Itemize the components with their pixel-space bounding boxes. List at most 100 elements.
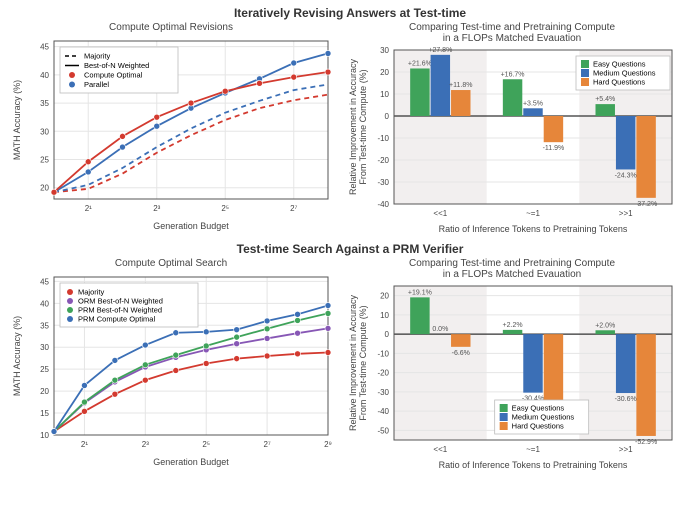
svg-text:45: 45 (40, 43, 49, 52)
svg-text:+19.1%: +19.1% (408, 289, 432, 296)
svg-text:-10: -10 (377, 134, 389, 143)
svg-text:20: 20 (380, 292, 389, 301)
svg-text:10: 10 (380, 90, 389, 99)
svg-text:0: 0 (385, 112, 390, 121)
svg-text:40: 40 (40, 299, 49, 308)
svg-text:>>1: >>1 (619, 209, 633, 218)
s1-left-panel: Compute Optimal Revisions 20 25 30 35 40 45 2¹… (6, 22, 336, 233)
svg-text:+3.5%: +3.5% (523, 100, 543, 107)
svg-text:Hard Questions: Hard Questions (593, 78, 645, 87)
s2-right-title: Comparing Test-time and Pretraining Comp… (342, 258, 682, 280)
s1-right-chart: -40-30-20-100102030+21.6%+27.8%+11.8%<<1… (342, 44, 682, 236)
s2-left-title: Compute Optimal Search (6, 258, 336, 269)
svg-text:40: 40 (40, 71, 49, 80)
svg-text:25: 25 (40, 365, 49, 374)
svg-text:Medium Questions: Medium Questions (512, 413, 575, 422)
svg-text:2¹: 2¹ (81, 440, 88, 449)
s1-right-panel: Comparing Test-time and Pretraining Comp… (342, 22, 682, 236)
s1-right-title-l1: Comparing Test-time and Pretraining Comp… (409, 22, 615, 33)
svg-text:-20: -20 (377, 156, 389, 165)
svg-text:+2.2%: +2.2% (503, 322, 523, 329)
svg-text:-10: -10 (377, 349, 389, 358)
svg-text:<<1: <<1 (433, 445, 447, 454)
svg-text:15: 15 (40, 409, 49, 418)
svg-text:+16.7%: +16.7% (501, 71, 525, 78)
svg-text:+2.0%: +2.0% (595, 322, 615, 329)
svg-text:From Test-time Compute (%): From Test-time Compute (%) (358, 305, 368, 420)
s1-left-title: Compute Optimal Revisions (6, 22, 336, 33)
svg-text:Hard Questions: Hard Questions (512, 422, 564, 431)
svg-text:Relative Improvement in Accura: Relative Improvement in Accuracy (348, 294, 358, 431)
s2-right-title-l1: Comparing Test-time and Pretraining Comp… (409, 258, 615, 269)
svg-text:2³: 2³ (142, 440, 149, 449)
svg-text:30: 30 (40, 343, 49, 352)
svg-text:2³: 2³ (153, 204, 160, 213)
svg-text:-11.9%: -11.9% (543, 145, 565, 152)
s1-right-title-l2: in a FLOPs Matched Evauation (443, 33, 581, 44)
section2-title: Test-time Search Against a PRM Verifier (0, 242, 700, 256)
svg-text:10: 10 (40, 431, 49, 440)
svg-text:30: 30 (380, 46, 389, 55)
svg-text:Generation Budget: Generation Budget (153, 457, 229, 467)
svg-text:MATH Accuracy (%): MATH Accuracy (%) (12, 316, 22, 396)
svg-text:-6.6%: -6.6% (452, 350, 470, 357)
svg-text:30: 30 (40, 127, 49, 136)
svg-text:-24.3%: -24.3% (615, 172, 637, 179)
section1-title: Iteratively Revising Answers at Test-tim… (0, 0, 700, 20)
svg-text:Majority: Majority (84, 52, 111, 61)
svg-text:PRM Compute Optimal: PRM Compute Optimal (78, 315, 155, 324)
svg-text:-50: -50 (377, 426, 389, 435)
svg-text:-30: -30 (377, 178, 389, 187)
s1-left-chart: 20 25 30 35 40 45 2¹ 2³ 2⁵ 2⁷ Generation Budget MAT… (6, 33, 336, 233)
svg-text:2⁵: 2⁵ (202, 440, 210, 449)
svg-text:Best-of-N Weighted: Best-of-N Weighted (84, 61, 149, 70)
svg-text:2⁷: 2⁷ (263, 440, 270, 449)
svg-text:-30.6%: -30.6% (615, 396, 637, 403)
svg-text:-40: -40 (377, 407, 389, 416)
svg-text:25: 25 (40, 156, 49, 165)
svg-text:ORM Best-of-N Weighted: ORM Best-of-N Weighted (78, 297, 163, 306)
svg-text:45: 45 (40, 277, 49, 286)
svg-text:Medium Questions: Medium Questions (593, 69, 656, 78)
s2-right-chart: -50 -40 -30 -20 -10 0 10 20 +19.1% 0.0% -6.6% <<1 +2… (342, 280, 682, 472)
s2-right-title-l2: in a FLOPs Matched Evauation (443, 269, 581, 280)
svg-text:Easy Questions: Easy Questions (512, 404, 565, 413)
s2-left-chart: 10 15 20 25 30 35 40 45 2¹ 2³ 2⁵ 2⁷ 2⁹ Generation Bud… (6, 269, 336, 469)
svg-text:Easy Questions: Easy Questions (593, 60, 646, 69)
svg-text:-20: -20 (377, 369, 389, 378)
svg-text:20: 20 (380, 68, 389, 77)
svg-text:2⁷: 2⁷ (290, 204, 297, 213)
s2-left-panel: Compute Optimal Search 10 15 20 25 30 35 40 45 2… (6, 258, 336, 469)
svg-text:~=1: ~=1 (526, 209, 540, 218)
svg-text:~=1: ~=1 (526, 445, 540, 454)
svg-text:2¹: 2¹ (85, 204, 92, 213)
svg-text:MATH Accuracy (%): MATH Accuracy (%) (12, 80, 22, 160)
svg-text:35: 35 (40, 99, 49, 108)
svg-text:+21.6%: +21.6% (408, 60, 432, 67)
svg-text:From Test-time Compute (%): From Test-time Compute (%) (358, 69, 368, 184)
svg-text:+5.4%: +5.4% (595, 96, 615, 103)
svg-text:<<1: <<1 (433, 209, 447, 218)
svg-text:20: 20 (40, 184, 49, 193)
svg-text:0: 0 (385, 330, 390, 339)
svg-text:2⁵: 2⁵ (221, 204, 229, 213)
svg-text:+11.8%: +11.8% (449, 82, 472, 89)
svg-text:Ratio of Inference Tokens to P: Ratio of Inference Tokens to Pretraining… (439, 460, 628, 470)
svg-text:Majority: Majority (78, 288, 105, 297)
svg-text:35: 35 (40, 321, 49, 330)
svg-text:-40: -40 (377, 200, 389, 209)
svg-text:PRM Best-of-N Weighted: PRM Best-of-N Weighted (78, 306, 162, 315)
svg-text:0.0%: 0.0% (432, 326, 448, 333)
s1-right-title: Comparing Test-time and Pretraining Comp… (342, 22, 682, 44)
s2-right-panel: Comparing Test-time and Pretraining Comp… (342, 258, 682, 472)
svg-text:>>1: >>1 (619, 445, 633, 454)
svg-text:Parallel: Parallel (84, 80, 109, 89)
svg-text:Relative Improvement in Accura: Relative Improvement in Accuracy (348, 58, 358, 195)
svg-text:2⁹: 2⁹ (324, 440, 332, 449)
svg-text:Ratio of Inference Tokens to P: Ratio of Inference Tokens to Pretraining… (439, 224, 628, 234)
svg-text:20: 20 (40, 387, 49, 396)
svg-text:-30: -30 (377, 388, 389, 397)
svg-text:Generation Budget: Generation Budget (153, 221, 229, 231)
svg-text:10: 10 (380, 311, 389, 320)
svg-text:Compute Optimal: Compute Optimal (84, 71, 143, 80)
